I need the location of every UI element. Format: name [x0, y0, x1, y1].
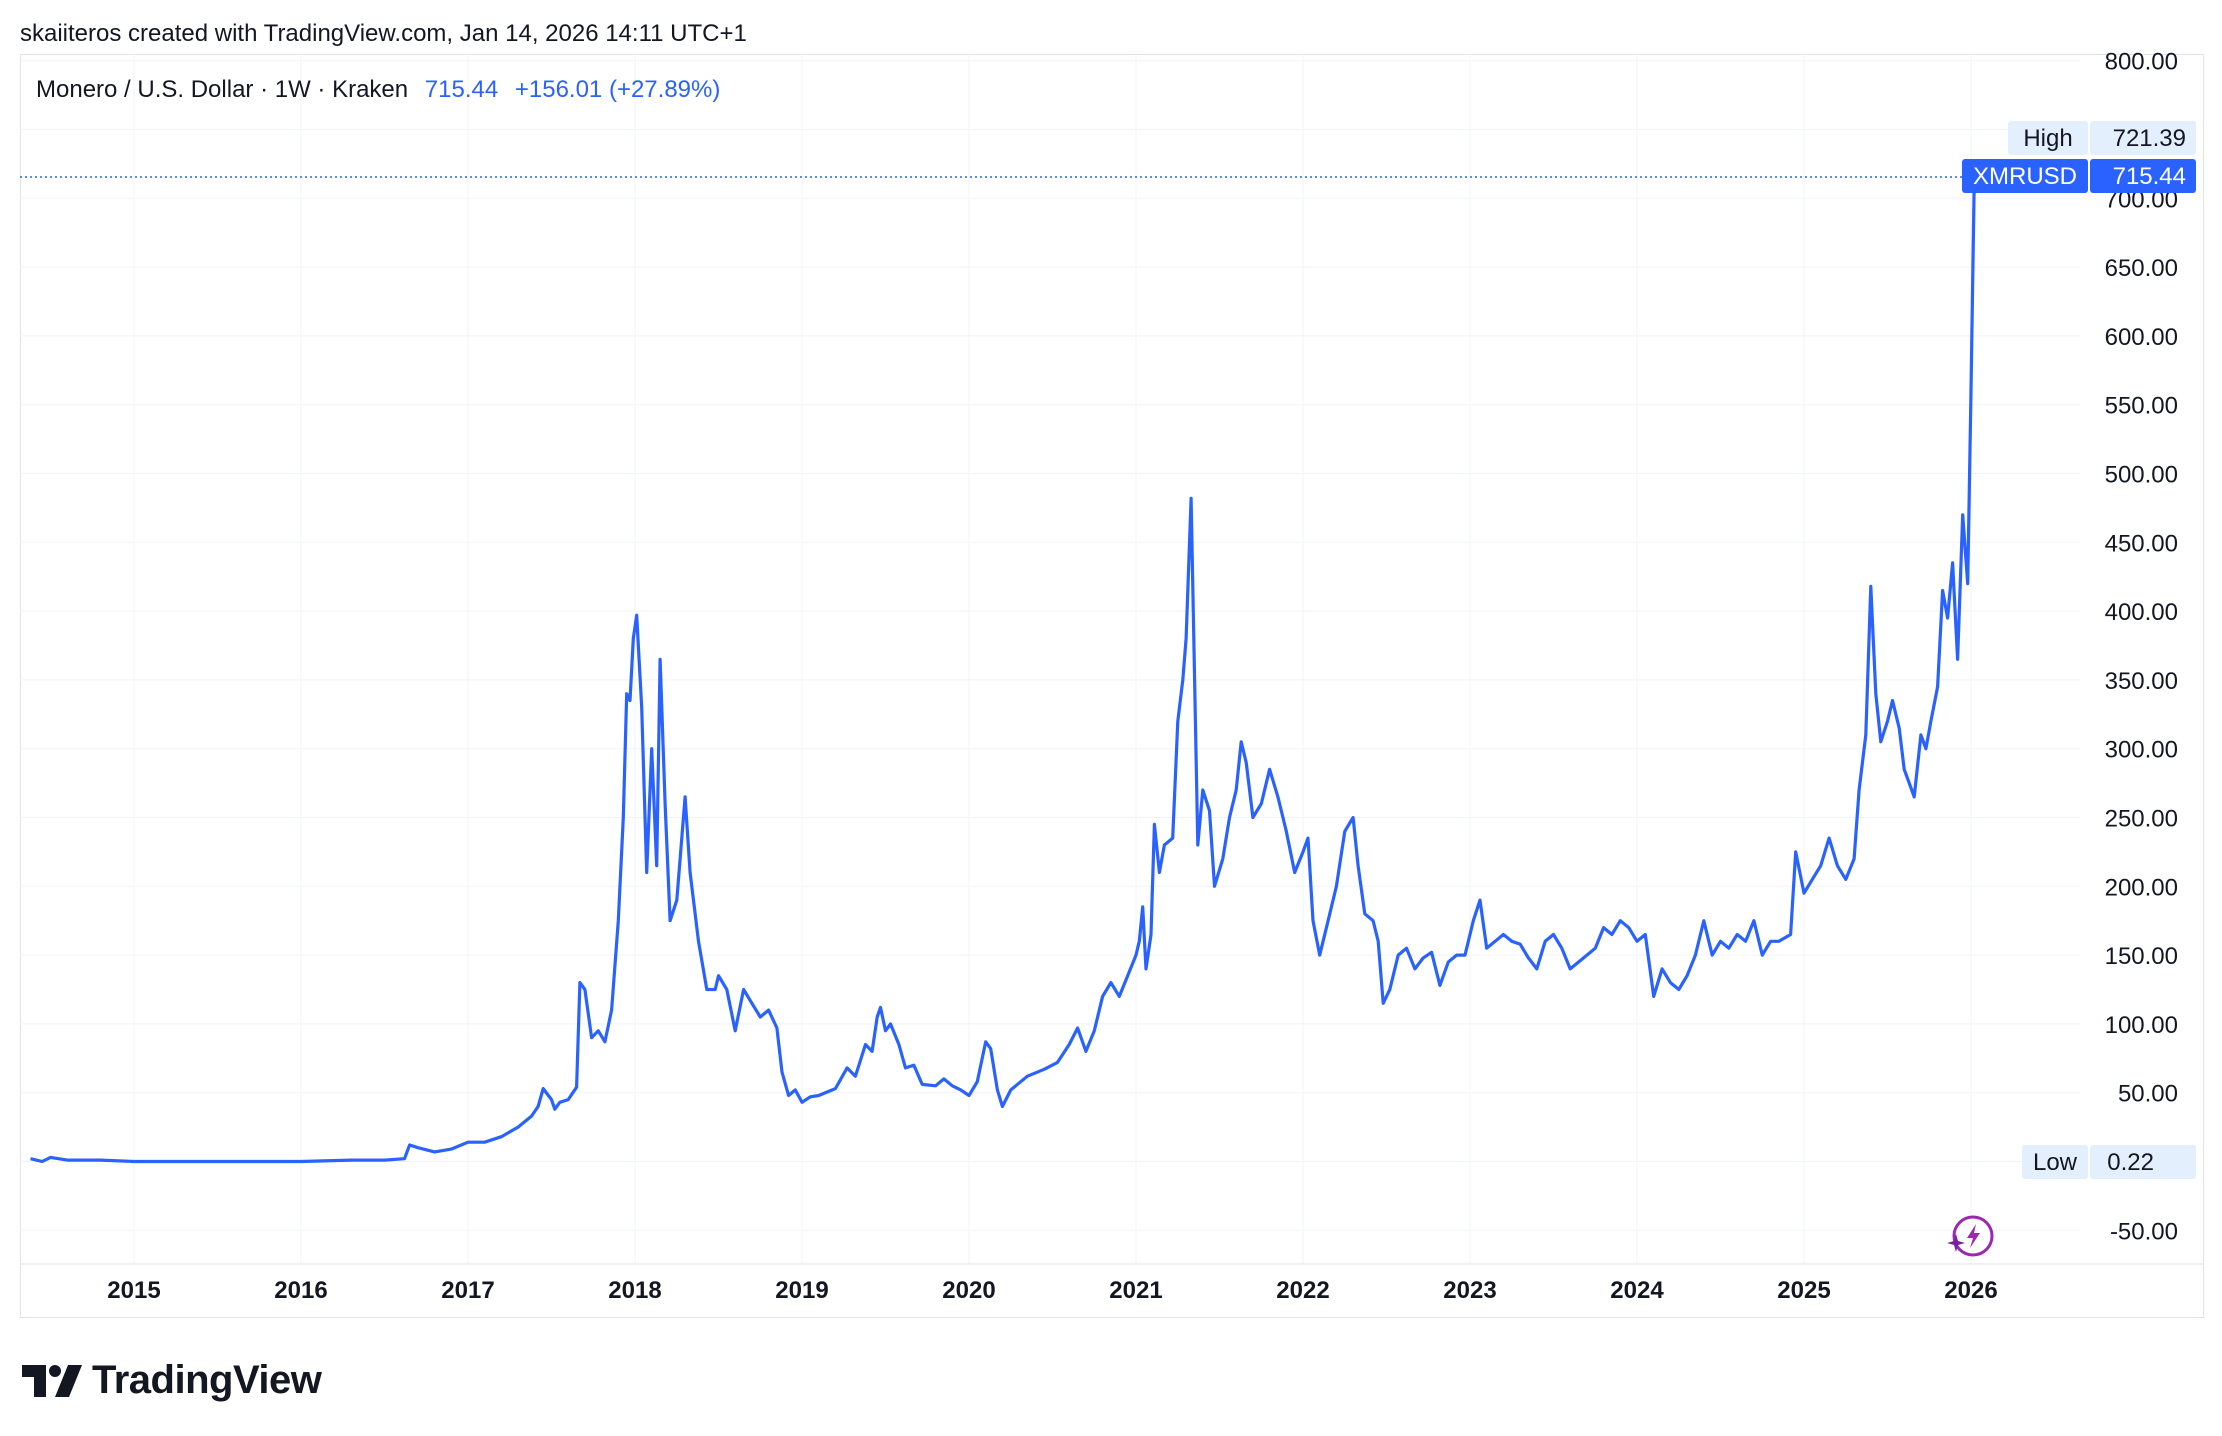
low-tag-label-bg	[2022, 1145, 2088, 1179]
x-tick-label: 2023	[1443, 1277, 1496, 1304]
y-tick-label: 600.00	[2105, 324, 2178, 351]
high-tag-value: 721.39	[2113, 125, 2186, 152]
tradingview-logo[interactable]: TradingView	[22, 1358, 322, 1403]
ticker-tag-label: XMRUSD	[1973, 163, 2077, 190]
x-tick-label: 2025	[1777, 1277, 1830, 1304]
legend-change: +156.01 (+27.89%)	[514, 76, 721, 103]
x-axis-ticks: 2015 2016 2017 2018 2019 2020 2021 2022 2023 2024…	[107, 1277, 1997, 1304]
ticker-tag-value-bg	[2090, 159, 2196, 193]
x-tick-label: 2020	[942, 1277, 995, 1304]
y-tick-label: 350.00	[2105, 668, 2178, 695]
low-tag-value: 0.22	[2107, 1149, 2154, 1176]
series-line-xmrusd	[30, 177, 1976, 1164]
grid	[20, 54, 2080, 1264]
x-tick-label: 2026	[1944, 1277, 1997, 1304]
x-tick-label: 2022	[1276, 1277, 1329, 1304]
y-tick-label: 250.00	[2105, 806, 2178, 833]
legend-symbol: Monero / U.S. Dollar · 1W · Kraken	[36, 76, 409, 103]
y-tick-label: 450.00	[2105, 530, 2178, 557]
x-tick-label: 2018	[608, 1277, 661, 1304]
y-tick-label: 550.00	[2105, 393, 2178, 420]
y-tick-label: 400.00	[2105, 599, 2178, 626]
x-tick-label: 2016	[274, 1277, 327, 1304]
high-tag-value-bg	[2090, 121, 2196, 155]
lightning-icon[interactable]	[1947, 1215, 1994, 1257]
chart-credit: skaiiteros created with TradingView.com,…	[20, 20, 747, 47]
chart-legend: Monero / U.S. Dollar · 1W · Kraken 715.4…	[36, 76, 720, 104]
x-tick-label: 2015	[107, 1277, 160, 1304]
x-tick-label: 2021	[1109, 1277, 1162, 1304]
y-tick-label: -50.00	[2110, 1218, 2178, 1245]
y-tick-label: 200.00	[2105, 874, 2178, 901]
y-tick-label: 500.00	[2105, 462, 2178, 489]
y-tick-label: 100.00	[2105, 1012, 2178, 1039]
x-tick-label: 2019	[775, 1277, 828, 1304]
ticker-tag-value: 715.44	[2113, 163, 2186, 190]
legend-price: 715.44	[424, 76, 499, 103]
series-layer	[20, 176, 1976, 1164]
tradingview-logo-text: TradingView	[92, 1358, 322, 1402]
y-tick-label: 800.00	[2105, 49, 2178, 76]
x-tick-label: 2024	[1610, 1277, 1664, 1304]
ticker-tag-label-bg	[1962, 159, 2088, 193]
y-axis-ticks: 800.00750.00700.00650.00600.00550.00500.…	[2105, 49, 2178, 1246]
high-tag-label: High	[2023, 125, 2072, 152]
low-tag-value-bg	[2090, 1145, 2196, 1179]
chart-panel	[20, 54, 2204, 1318]
y-tick-label: 150.00	[2105, 943, 2178, 970]
price-chart[interactable]: 2015 2016 2017 2018 2019 2020 2021 2022 2023 2024…	[0, 0, 2222, 1320]
y-tick-label: 50.00	[2118, 1081, 2178, 1108]
high-tag-label-bg	[2008, 121, 2088, 155]
y-tick-label: 300.00	[2105, 737, 2178, 764]
x-tick-label: 2017	[441, 1277, 494, 1304]
low-tag-label: Low	[2033, 1149, 2078, 1176]
tradingview-logo-icon	[22, 1364, 82, 1397]
y-tick-label: 650.00	[2105, 255, 2178, 282]
price-tags: High 721.39 XMRUSD 715.44 Low 0.22	[1962, 121, 2196, 1179]
